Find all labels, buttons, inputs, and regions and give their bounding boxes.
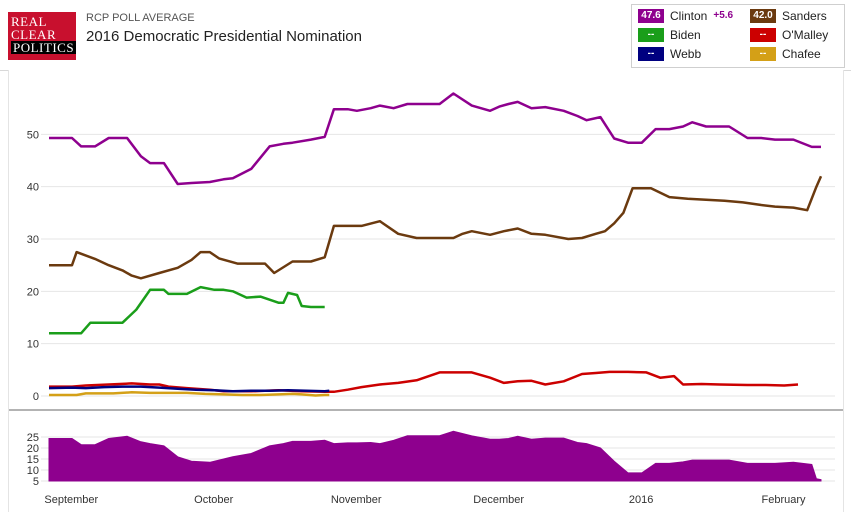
series-line-o-malley[interactable] — [49, 370, 799, 394]
chart-area: 0 10 20 30 40 50 5 10 15 20 25 September October No… — [8, 70, 844, 512]
legend-item-clinton[interactable]: 47.6 Clinton +5.6 — [638, 8, 733, 24]
logo-line-3: POLITICS — [11, 40, 77, 55]
logo-line-1: REAL — [11, 14, 47, 29]
legend-badge-sanders: 42.0 — [750, 8, 776, 23]
x-label-november: November — [331, 494, 382, 506]
legend: 47.6 Clinton +5.6 42.0 Sanders -- Biden -- O'… — [631, 4, 845, 68]
series-line-webb[interactable] — [48, 385, 330, 393]
series-line-clinton[interactable] — [49, 92, 821, 186]
legend-badge-biden: -- — [638, 27, 664, 42]
legend-label-omalley: O'Malley — [782, 27, 829, 42]
spread-area — [48, 430, 822, 482]
x-label-september: September — [44, 494, 98, 506]
legend-spread-clinton: +5.6 — [713, 10, 734, 22]
legend-label-webb: Webb — [670, 46, 702, 61]
legend-badge-chafee: -- — [750, 46, 776, 61]
logo-line-2: CLEAR — [11, 27, 57, 42]
main-y-tick-labels: 0 10 20 30 40 50 — [27, 129, 39, 403]
y-tick-50: 50 — [27, 129, 39, 141]
x-label-2016: 2016 — [629, 494, 653, 506]
x-label-february: February — [762, 494, 807, 506]
legend-item-chafee[interactable]: -- Chafee — [750, 46, 821, 62]
legend-item-webb[interactable]: -- Webb — [638, 46, 701, 62]
y-tick-20: 20 — [27, 286, 39, 298]
legend-item-biden[interactable]: -- Biden — [638, 27, 701, 43]
y-tick-40: 40 — [27, 182, 39, 194]
series-line-chafee[interactable] — [49, 391, 330, 397]
x-axis-labels: September October November December 2016 Febr… — [44, 494, 806, 506]
legend-badge-omalley: -- — [750, 27, 776, 42]
legend-item-omalley[interactable]: -- O'Malley — [750, 27, 828, 43]
main-series-lines — [48, 92, 823, 397]
spread-y-tick-5: 5 — [33, 476, 39, 488]
x-label-october: October — [194, 494, 233, 506]
rcp-logo: REAL CLEAR POLITICS — [8, 12, 77, 60]
main-gridlines — [41, 133, 835, 397]
y-tick-0: 0 — [33, 391, 39, 403]
legend-badge-clinton: 47.6 — [638, 8, 664, 23]
spread-area-clinton[interactable] — [48, 430, 822, 482]
spread-y-tick-10: 10 — [27, 465, 39, 477]
x-label-december: December — [473, 494, 524, 506]
y-tick-30: 30 — [27, 234, 39, 246]
legend-label-chafee: Chafee — [782, 46, 821, 61]
legend-label-biden: Biden — [670, 27, 701, 42]
y-tick-10: 10 — [27, 339, 39, 351]
chart-header: REAL CLEAR POLITICS RCP POLL AVERAGE 201… — [0, 0, 851, 71]
chart-subtitle: RCP POLL AVERAGE — [86, 12, 195, 24]
spread-y-tick-25: 25 — [27, 432, 39, 444]
spread-y-tick-15: 15 — [27, 454, 39, 466]
spread-y-tick-20: 20 — [27, 443, 39, 455]
legend-label-sanders: Sanders — [782, 8, 827, 23]
series-line-biden[interactable] — [49, 285, 325, 335]
legend-badge-webb: -- — [638, 46, 664, 61]
chart-title: 2016 Democratic Presidential Nomination — [86, 28, 362, 45]
legend-label-clinton: Clinton — [670, 8, 708, 23]
series-line-sanders[interactable] — [49, 175, 823, 280]
legend-item-sanders[interactable]: 42.0 Sanders — [750, 8, 827, 24]
